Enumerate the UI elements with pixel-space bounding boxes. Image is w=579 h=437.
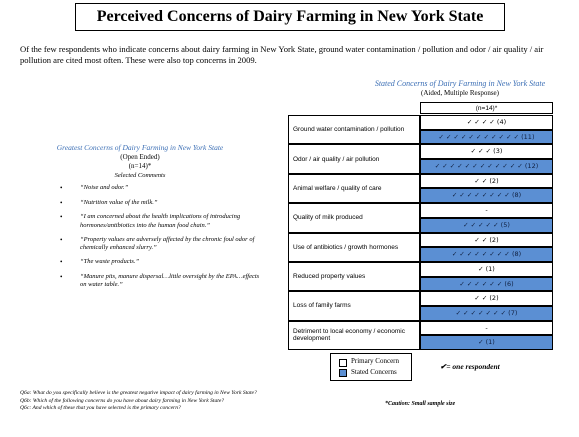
comment: “I am concerned about the health implica… — [80, 213, 241, 229]
stated-cell: ✓ ✓ ✓ ✓ ✓ ✓ ✓ ✓ (8) — [420, 247, 553, 262]
row-label: Use of antibiotics / growth hormones — [288, 232, 420, 262]
bullet: • — [60, 258, 63, 266]
footnote: Q6c: And which of these that you have se… — [20, 405, 181, 411]
bullet: • — [60, 235, 63, 244]
left-n: (n=14)* — [128, 162, 152, 170]
primary-cell: - — [420, 320, 553, 336]
row-label: Detriment to local economy / economic de… — [288, 320, 420, 350]
footnotes: Q6a: What do you specifically believe is… — [20, 390, 380, 413]
footnote: Q6a: What do you specifically believe is… — [20, 390, 257, 396]
legend-key: ✔= one respondent — [440, 362, 500, 371]
title: Perceived Concerns of Dairy Farming in N… — [96, 8, 484, 25]
stated-cell: ✓ ✓ ✓ ✓ ✓ ✓ ✓ ✓ ✓ ✓ ✓ ✓ (12) — [420, 159, 553, 174]
stated-cell: ✓ ✓ ✓ ✓ ✓ ✓ (6) — [420, 276, 553, 292]
primary-cell: ✓ ✓ (2) — [420, 291, 553, 306]
comment: “Noise and odor.” — [80, 184, 129, 191]
left-heading: Greatest Concerns of Dairy Farming in Ne… — [56, 143, 224, 152]
table-sub: (Aided, Multiple Response) — [421, 89, 499, 97]
primary-cell: ✓ ✓ ✓ ✓ (4) — [420, 115, 553, 130]
legend-swatch — [339, 359, 347, 367]
primary-cell: ✓ ✓ (2) — [420, 173, 553, 189]
legend-label: Primary Concern — [351, 357, 400, 365]
left-sub: (Open Ended) — [120, 153, 160, 161]
row-label: Reduced property values — [288, 261, 420, 292]
legend-label: Stated Concerns — [351, 368, 397, 376]
comment: “The waste products.” — [80, 258, 140, 265]
row-label: Quality of milk produced — [288, 203, 420, 233]
stated-cell: ✓ ✓ ✓ ✓ ✓ ✓ ✓ ✓ (8) — [420, 188, 553, 204]
primary-cell: ✓ (1) — [420, 261, 553, 277]
bullet: • — [60, 213, 63, 221]
intro: Of the few respondents who indicate conc… — [20, 44, 544, 65]
stated-cell: ✓ ✓ ✓ ✓ ✓ ✓ ✓ (7) — [420, 305, 553, 321]
left-sub3: Selected Comments — [114, 172, 166, 179]
primary-cell: ✓ ✓ ✓ (3) — [420, 144, 553, 160]
stated-cell: ✓ ✓ ✓ ✓ ✓ (5) — [420, 217, 553, 233]
row-label: Loss of family farms — [288, 291, 420, 321]
row-label: Ground water contamination / pollution — [288, 115, 420, 145]
comment: “Nutrition value of the milk.” — [80, 198, 158, 206]
comment: “Property values are adversely affected … — [80, 235, 255, 252]
table: (n=14)* Ground water contamination / poll… — [288, 102, 553, 350]
bullet: • — [60, 272, 63, 281]
bullet: • — [60, 198, 63, 207]
title-box — [75, 3, 505, 31]
legend: Primary Concern Stated Concerns — [330, 353, 412, 381]
bullet: • — [60, 184, 63, 192]
caution: *Caution: Small sample size — [385, 401, 456, 407]
primary-cell: ✓ ✓ (2) — [420, 232, 553, 248]
primary-cell: - — [420, 203, 553, 218]
table-n: (n=14)* — [420, 102, 553, 114]
row-label: Animal welfare / quality of care — [288, 173, 420, 204]
stated-cell: ✓ (1) — [420, 335, 553, 350]
table-heading: Stated Concerns of Dairy Farming in New … — [374, 79, 546, 88]
stated-cell: ✓ ✓ ✓ ✓ ✓ ✓ ✓ ✓ ✓ ✓ ✓ (11) — [420, 129, 553, 145]
row-label: Odor / air quality / air pollution — [288, 144, 420, 174]
footnote: Q6b: Which of the following concerns do … — [20, 397, 225, 404]
comment: “Manure pits, manure dispersal…little ov… — [80, 272, 260, 289]
legend-swatch — [339, 369, 347, 377]
